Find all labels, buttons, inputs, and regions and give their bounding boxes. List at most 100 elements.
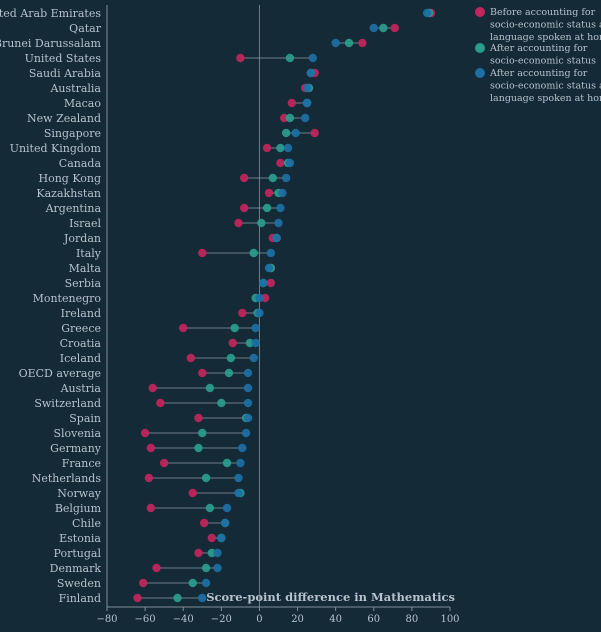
row-label: Argentina bbox=[45, 202, 102, 215]
data-point bbox=[199, 518, 209, 528]
data-point bbox=[226, 353, 236, 363]
row-label: Singapore bbox=[44, 127, 101, 140]
data-point bbox=[240, 173, 249, 183]
x-tick-label: −40 bbox=[173, 614, 194, 625]
data-point bbox=[358, 38, 367, 48]
data-point bbox=[156, 398, 165, 408]
data-point bbox=[224, 368, 234, 378]
x-tick-label: −60 bbox=[135, 614, 156, 625]
data-point bbox=[159, 458, 169, 468]
row-label: Iceland bbox=[60, 352, 101, 365]
row-label: Israel bbox=[69, 217, 101, 230]
data-point bbox=[198, 368, 207, 378]
data-point bbox=[179, 323, 188, 333]
x-tick-label: −20 bbox=[211, 614, 232, 625]
legend-label: Before accounting for socio-economic stat… bbox=[490, 7, 601, 43]
legend-label: After accounting for socio-economic statu… bbox=[489, 68, 601, 104]
chart-row: Montenegro bbox=[33, 292, 270, 305]
data-point bbox=[285, 113, 295, 123]
chart-row: Jordan bbox=[63, 232, 281, 245]
data-point bbox=[278, 188, 287, 198]
data-point bbox=[220, 518, 230, 528]
legend-swatch bbox=[475, 7, 485, 17]
x-tick-label: 0 bbox=[256, 614, 262, 625]
x-tick-label: 80 bbox=[406, 614, 419, 625]
chart-row: Austria bbox=[60, 382, 253, 395]
data-point bbox=[281, 128, 291, 138]
chart-row: Australia bbox=[49, 82, 314, 95]
chart-row: Ireland bbox=[61, 307, 264, 320]
row-label: Switzerland bbox=[34, 397, 101, 410]
data-point bbox=[331, 38, 340, 48]
data-point bbox=[251, 323, 260, 333]
data-point bbox=[291, 128, 300, 138]
data-point bbox=[285, 53, 295, 63]
data-point bbox=[283, 143, 293, 153]
data-point bbox=[186, 353, 196, 363]
data-point bbox=[194, 548, 203, 558]
data-point bbox=[207, 533, 217, 543]
chart-row: Serbia bbox=[65, 277, 276, 290]
data-point bbox=[262, 143, 272, 153]
chart-row: United States bbox=[25, 52, 317, 65]
data-point bbox=[146, 443, 156, 453]
legend-label: After accounting for socio-economic statu… bbox=[489, 43, 596, 67]
row-label: Sweden bbox=[57, 577, 101, 590]
data-point bbox=[188, 488, 197, 498]
data-point bbox=[264, 263, 274, 273]
row-label: Germany bbox=[50, 442, 102, 455]
chart-row: Germany bbox=[50, 442, 247, 455]
row-label: OECD average bbox=[19, 367, 101, 380]
row-label: Montenegro bbox=[33, 292, 102, 305]
chart-row: Croatia bbox=[60, 337, 260, 350]
data-point bbox=[344, 38, 354, 48]
x-tick-label: 100 bbox=[440, 614, 459, 625]
chart-row: Qatar bbox=[69, 22, 399, 35]
chart-row: Saudi Arabia bbox=[29, 67, 319, 80]
row-label: Norway bbox=[57, 487, 101, 500]
chart-row: Belgium bbox=[55, 502, 232, 515]
data-point bbox=[276, 158, 285, 168]
row-label: Hong Kong bbox=[38, 172, 101, 185]
chart-row: Iceland bbox=[60, 352, 258, 365]
row-label: New Zealand bbox=[27, 112, 101, 125]
data-point bbox=[230, 323, 239, 333]
data-point bbox=[249, 353, 258, 363]
row-label: Qatar bbox=[69, 22, 102, 35]
row-label: Portugal bbox=[54, 547, 102, 560]
legend-item: Before accounting for socio-economic stat… bbox=[475, 7, 601, 43]
chart-row: Spain bbox=[69, 412, 253, 425]
data-point bbox=[255, 308, 264, 318]
chart-row: Sweden bbox=[57, 577, 211, 590]
row-label: Spain bbox=[69, 412, 101, 425]
row-label: Malta bbox=[69, 262, 102, 275]
data-point bbox=[139, 578, 148, 588]
data-point bbox=[302, 83, 312, 93]
chart-row: Kazakhstan bbox=[36, 187, 287, 200]
data-point bbox=[238, 443, 247, 453]
chart-row: Finland bbox=[59, 592, 207, 605]
data-point bbox=[243, 413, 253, 423]
chart-row: Chile bbox=[72, 517, 230, 530]
row-label: Saudi Arabia bbox=[29, 67, 102, 80]
row-label: Finland bbox=[59, 592, 101, 605]
x-tick-label: 40 bbox=[329, 614, 342, 625]
chart-row: Israel bbox=[69, 217, 283, 230]
data-point bbox=[259, 278, 268, 288]
chart-row: Slovenia bbox=[53, 427, 251, 440]
x-tick-label: 20 bbox=[291, 614, 304, 625]
row-label: Slovenia bbox=[53, 427, 101, 440]
data-point bbox=[369, 23, 378, 33]
data-point bbox=[243, 398, 253, 408]
data-point bbox=[251, 338, 260, 348]
chart-row: United Arab Emirates bbox=[0, 7, 436, 20]
x-tick-label: 60 bbox=[367, 614, 380, 625]
data-point bbox=[201, 563, 211, 573]
data-point bbox=[262, 203, 272, 213]
data-point bbox=[240, 203, 249, 213]
chart-row: Italy bbox=[76, 247, 276, 260]
row-label: Kazakhstan bbox=[36, 187, 101, 200]
data-point bbox=[152, 563, 161, 573]
chart-row: Argentina bbox=[45, 202, 285, 215]
data-point bbox=[217, 533, 226, 543]
